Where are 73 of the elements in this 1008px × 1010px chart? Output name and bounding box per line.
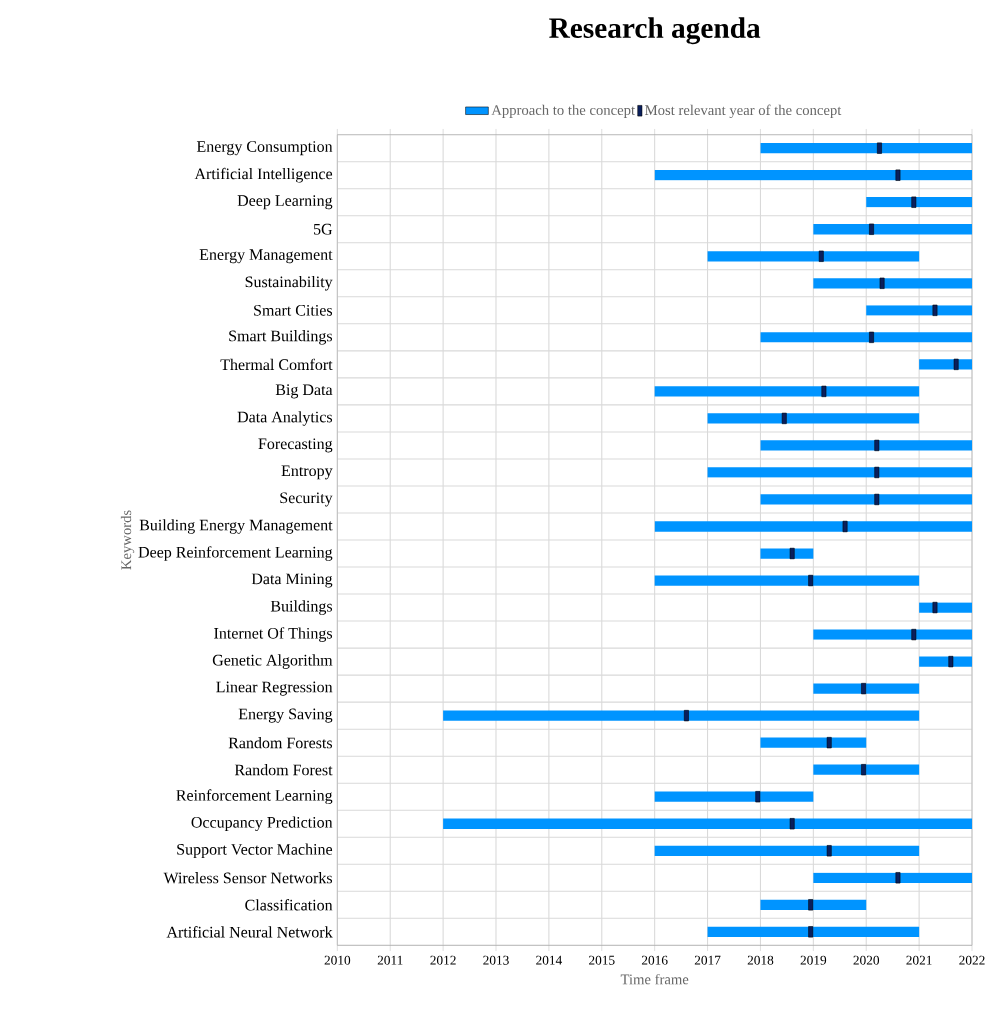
y-tick-label: Smart Cities xyxy=(254,304,333,316)
bar xyxy=(654,575,920,586)
chart-title: Research agenda xyxy=(549,17,761,45)
y-tick-label: Security xyxy=(280,492,333,507)
bar xyxy=(813,764,920,775)
bar xyxy=(707,251,920,262)
x-tick-label: 2015 xyxy=(589,955,615,965)
x-tick-label: 2019 xyxy=(800,955,827,965)
bar xyxy=(813,224,972,235)
bar xyxy=(760,494,972,505)
bar xyxy=(707,467,972,478)
y-tick-label: Wireless Sensor Networks xyxy=(163,872,333,884)
y-tick-label: Thermal Comfort xyxy=(220,358,333,371)
bar xyxy=(654,791,814,802)
legend-label: Most relevant year of the concept xyxy=(645,104,842,119)
x-tick-label: 2011 xyxy=(377,955,403,965)
y-tick-label: Deep Learning xyxy=(237,195,333,210)
x-tick-label: 2013 xyxy=(483,955,509,965)
y-tick-label: Data Analytics xyxy=(237,411,333,426)
bar xyxy=(760,143,972,154)
y-tick-label: Support Vector Machine xyxy=(177,843,333,859)
bar xyxy=(760,899,867,910)
y-tick-label: Sustainability xyxy=(245,276,333,291)
y-tick-label: Reinforcement Learning xyxy=(176,789,333,805)
bar xyxy=(760,440,972,451)
x-tick-label: 2012 xyxy=(430,955,456,965)
x-tick-label: 2016 xyxy=(641,955,668,965)
y-tick-label: Energy Management xyxy=(199,249,333,264)
bar xyxy=(813,872,972,883)
y-tick-label: Internet Of Things xyxy=(214,627,333,642)
y-tick-label: 5G xyxy=(313,223,333,235)
bar xyxy=(443,710,920,721)
x-tick-label: 2018 xyxy=(747,955,774,965)
y-tick-label: Artificial Intelligence xyxy=(194,167,333,183)
y-tick-label: Artificial Neural Network xyxy=(166,926,333,938)
y-tick-label: Smart Buildings xyxy=(229,330,333,345)
y-tick-label: Deep Reinforcement Learning xyxy=(138,546,333,561)
bar xyxy=(654,845,920,856)
y-tick-label: Buildings xyxy=(270,600,333,615)
y-tick-label: Energy Saving xyxy=(238,708,333,723)
x-tick-label: 2010 xyxy=(324,955,351,965)
bar xyxy=(654,170,972,181)
y-axis-title: Keywords xyxy=(120,510,135,570)
y-tick-label: Random Forest xyxy=(234,764,333,776)
x-axis-title: Time frame xyxy=(620,973,689,985)
y-tick-label: Classification xyxy=(245,899,333,911)
bar xyxy=(813,629,972,640)
bar xyxy=(654,386,920,397)
x-tick-label: 2014 xyxy=(536,955,563,965)
x-tick-label: 2022 xyxy=(959,955,985,965)
y-tick-label: Big Data xyxy=(275,384,333,399)
bar xyxy=(813,278,972,289)
legend-label: Approach to the concept xyxy=(491,104,635,118)
y-tick-label: Occupancy Prediction xyxy=(191,816,333,832)
bar xyxy=(813,683,920,694)
y-tick-label: Forecasting xyxy=(258,438,333,453)
y-tick-label: Linear Regression xyxy=(216,681,333,696)
y-tick-label: Energy Consumption xyxy=(196,141,333,156)
bar xyxy=(443,818,972,829)
x-tick-label: 2021 xyxy=(906,955,932,965)
y-tick-label: Entropy xyxy=(281,465,333,480)
bar xyxy=(707,926,920,937)
bar xyxy=(866,197,972,208)
y-tick-label: Genetic Algorithm xyxy=(212,654,333,669)
x-tick-label: 2020 xyxy=(853,955,880,965)
bar xyxy=(760,737,867,748)
bar xyxy=(760,332,972,343)
y-tick-label: Data Mining xyxy=(251,573,333,588)
bar xyxy=(654,521,972,532)
y-tick-label: Building Energy Management xyxy=(139,519,333,534)
x-tick-label: 2017 xyxy=(694,955,721,965)
bar xyxy=(707,413,920,424)
y-tick-label: Random Forests xyxy=(228,737,333,749)
